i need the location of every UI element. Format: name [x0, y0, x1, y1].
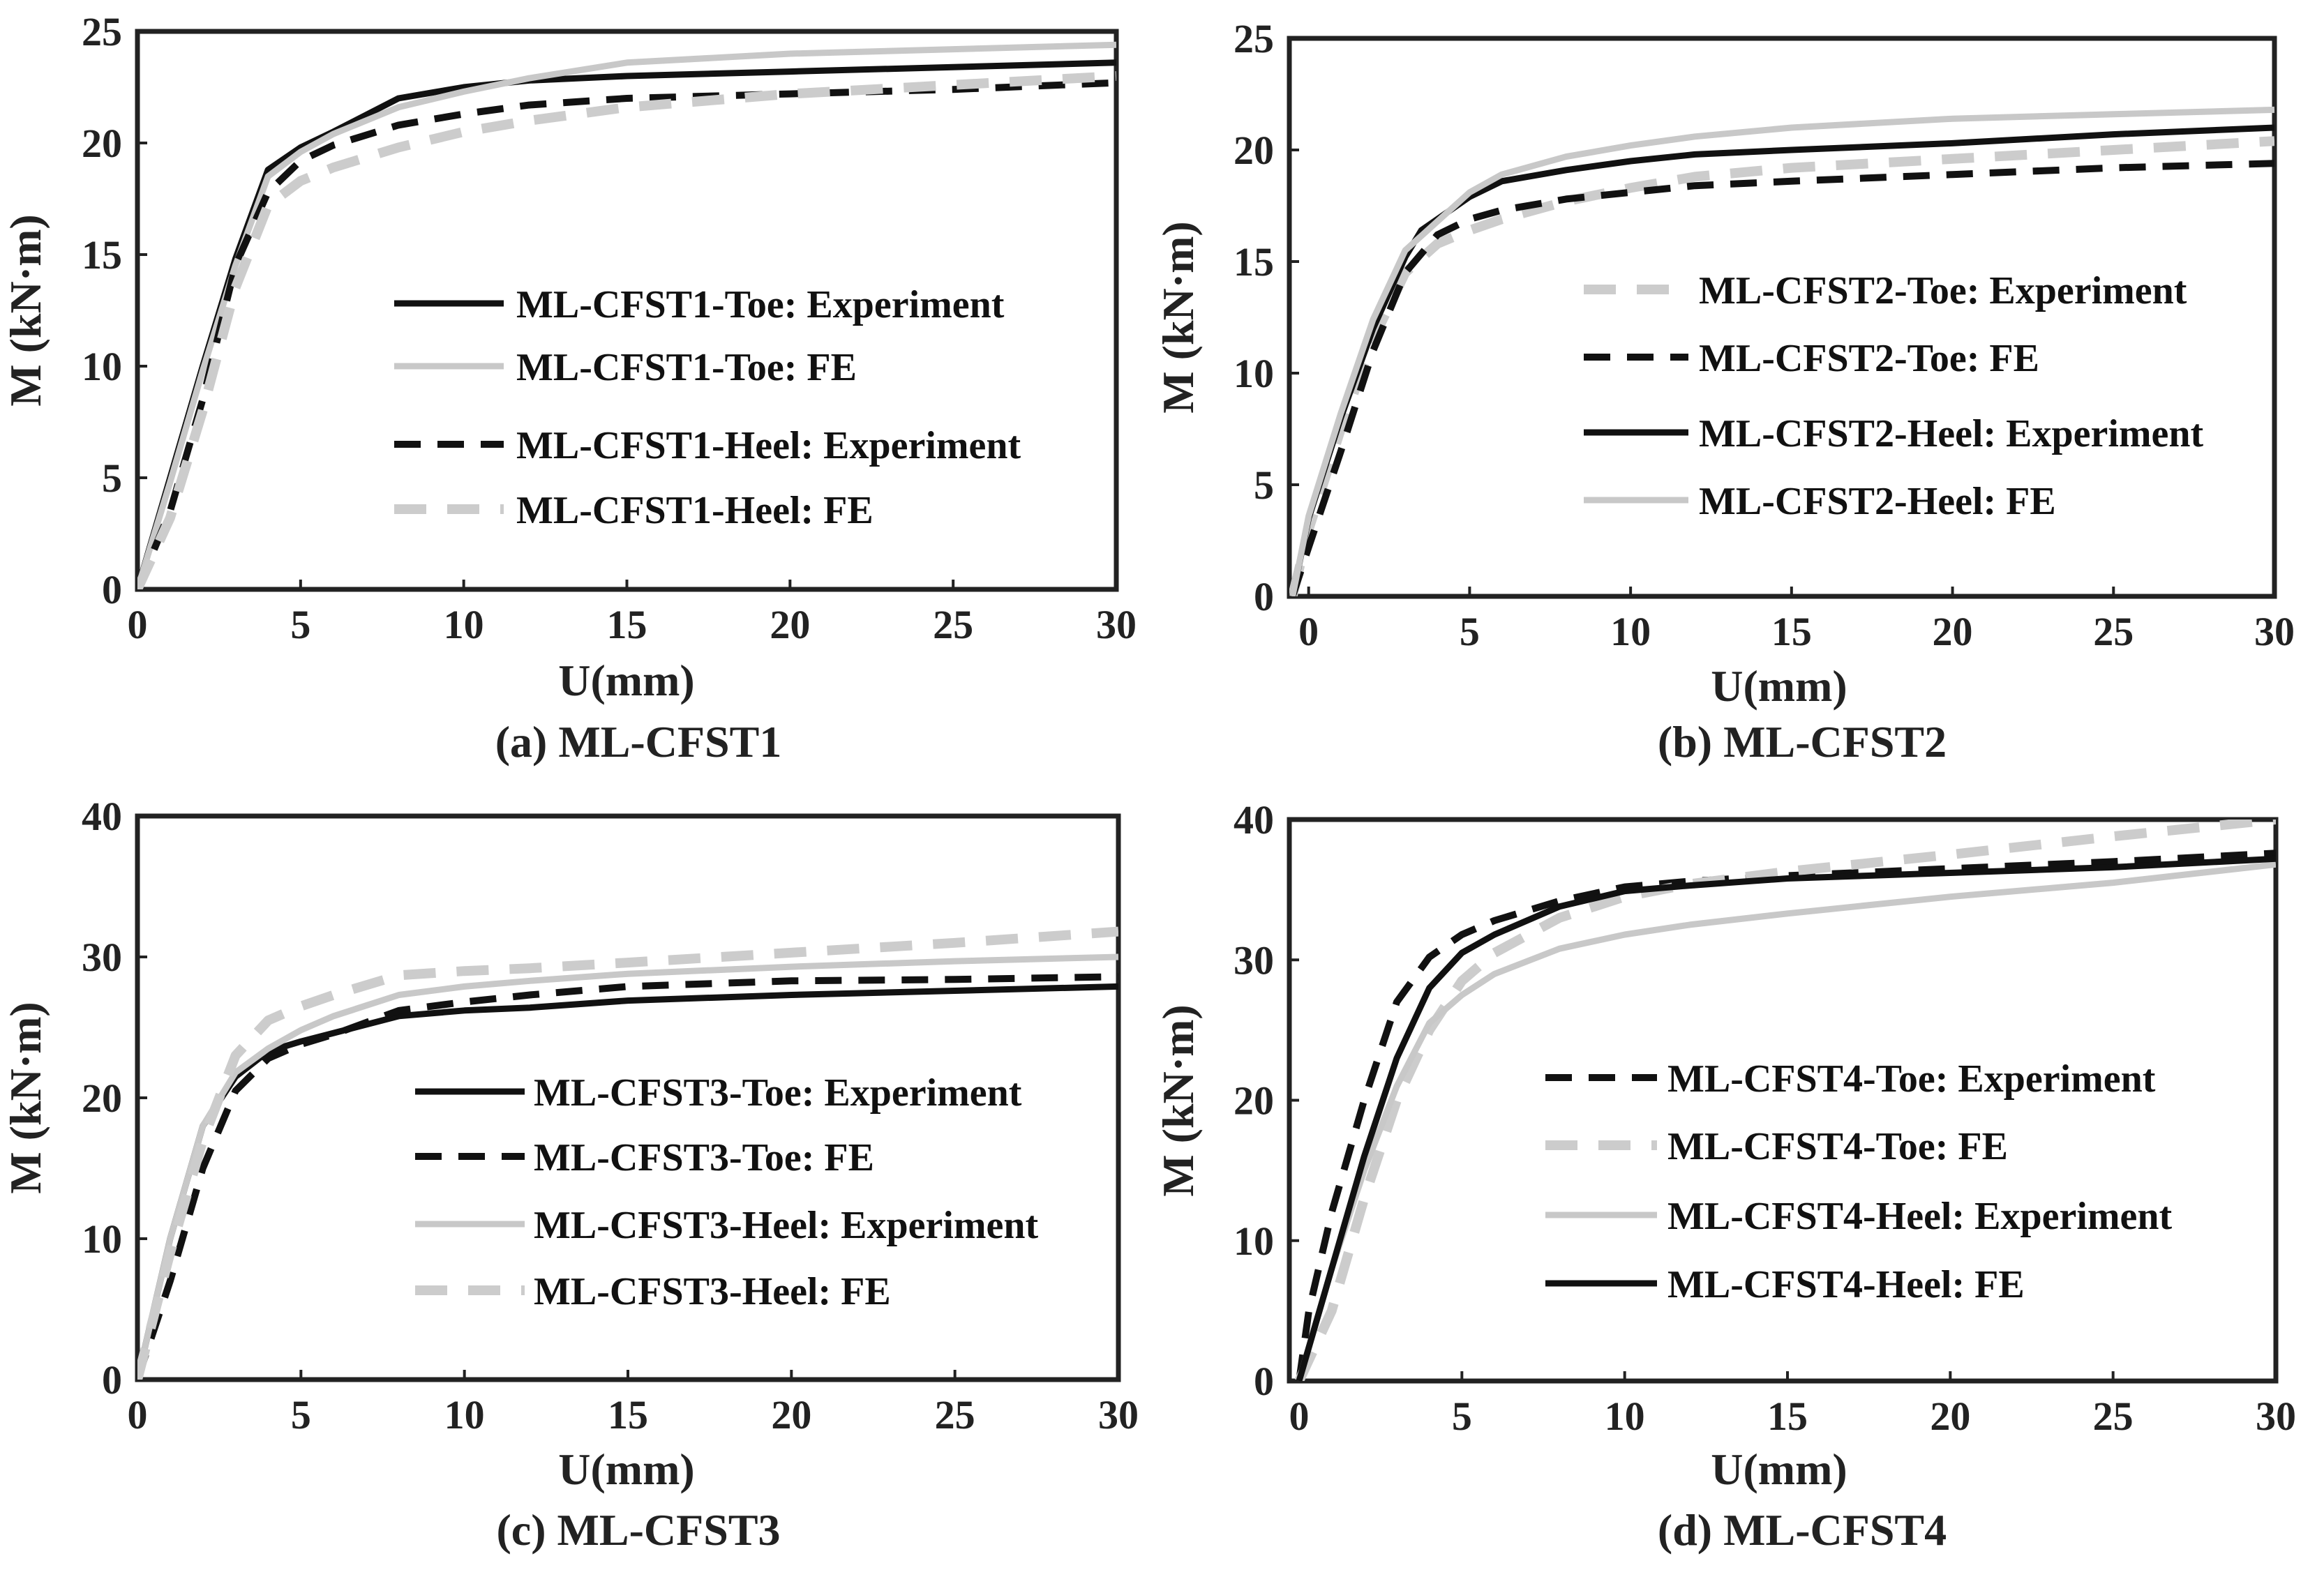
y-tick-label: 5 — [1254, 462, 1274, 508]
y-axis-label: M (kN·m) — [1, 1002, 50, 1194]
legend-label-2: ML-CFST4-Toe: FE — [1667, 1125, 2008, 1168]
y-tick-label: 40 — [82, 794, 122, 839]
y-tick-label: 15 — [1234, 239, 1274, 285]
x-axis-label: U(mm) — [558, 656, 694, 705]
series-line-3 — [1296, 861, 2276, 1381]
x-tick-label: 10 — [1605, 1394, 1645, 1439]
y-tick-label: 20 — [1234, 1078, 1274, 1124]
x-tick-label: 10 — [1610, 609, 1651, 654]
x-tick-label: 15 — [608, 1392, 648, 1437]
series-line-2 — [1294, 820, 2276, 1381]
x-tick-label: 15 — [1771, 609, 1812, 654]
x-tick-label: 30 — [2254, 609, 2295, 654]
x-tick-label: 10 — [444, 1392, 485, 1437]
x-tick-label: 20 — [1930, 1394, 1970, 1439]
x-tick-label: 20 — [770, 602, 810, 647]
y-tick-label: 0 — [102, 567, 122, 612]
chart-panel-1: 0 5 10 15 20 25 30 0 5 10 15 20 25 ML-CFST1-Toe: Expe… — [1, 9, 1137, 767]
x-tick-label: 25 — [2093, 609, 2134, 654]
y-tick-label: 10 — [1234, 1218, 1274, 1264]
y-tick-label: 5 — [102, 455, 122, 501]
y-tick-label: 10 — [82, 1216, 122, 1262]
y-tick-label: 0 — [1254, 574, 1274, 619]
y-tick-label: 30 — [1234, 937, 1274, 983]
x-tick-label: 15 — [1767, 1394, 1808, 1439]
x-tick-label: 10 — [444, 602, 484, 647]
legend-label-4: ML-CFST2-Heel: FE — [1699, 480, 2056, 523]
x-tick-label: 30 — [1098, 1392, 1139, 1437]
legend-label-4: ML-CFST4-Heel: FE — [1667, 1263, 2025, 1306]
legend-label-2: ML-CFST3-Toe: FE — [534, 1136, 874, 1179]
legend-label-3: ML-CFST2-Heel: Experiment — [1699, 412, 2204, 455]
series-line-4 — [1296, 855, 2276, 1381]
x-tick-label: 20 — [771, 1392, 811, 1437]
x-tick-label: 0 — [1298, 609, 1319, 654]
x-axis-label: U(mm) — [1711, 1444, 1847, 1494]
x-tick-label: 30 — [1096, 602, 1137, 647]
legend-label-1: ML-CFST3-Toe: Experiment — [534, 1071, 1022, 1115]
plot-frame — [135, 29, 1119, 592]
y-tick-label: 25 — [1234, 16, 1274, 61]
x-tick-label: 15 — [607, 602, 647, 647]
y-tick-label: 0 — [1254, 1359, 1274, 1404]
series-line-1 — [1289, 136, 2274, 596]
series-line-4 — [1289, 106, 2274, 596]
legend-label-2: ML-CFST2-Toe: FE — [1699, 337, 2039, 380]
x-axis-label: U(mm) — [1711, 661, 1847, 711]
series-line-4 — [137, 926, 1118, 1380]
y-axis-label: M (kN·m) — [1153, 1004, 1203, 1197]
x-tick-label: 30 — [2256, 1394, 2296, 1439]
chart-panels: 0 5 10 15 20 25 30 0 5 10 15 20 25 ML-CFST1-Toe: Expe… — [1, 9, 2296, 1555]
x-tick-label: 5 — [291, 1392, 311, 1437]
series-line-2 — [137, 973, 1118, 1380]
x-tick-label: 25 — [933, 602, 973, 647]
legend-label-1: ML-CFST1-Toe: Experiment — [516, 283, 1005, 326]
x-tick-label: 25 — [935, 1392, 975, 1437]
y-tick-label: 20 — [1234, 128, 1274, 173]
series-line-1 — [1296, 850, 2276, 1381]
series-line-4 — [137, 71, 1116, 589]
x-tick-label: 5 — [1460, 609, 1480, 654]
y-tick-label: 25 — [82, 9, 122, 54]
y-tick-label: 30 — [82, 935, 122, 980]
x-tick-label: 0 — [128, 602, 148, 647]
chart-caption: (a) ML-CFST1 — [495, 717, 782, 767]
legend-label-4: ML-CFST3-Heel: FE — [534, 1270, 891, 1313]
legend-label-1: ML-CFST4-Toe: Experiment — [1667, 1057, 2156, 1101]
x-axis-label: U(mm) — [558, 1444, 694, 1494]
y-tick-label: 0 — [102, 1357, 122, 1403]
chart-caption: (b) ML-CFST2 — [1658, 717, 1947, 767]
y-tick-label: 40 — [1234, 797, 1274, 843]
y-tick-label: 20 — [82, 1075, 122, 1121]
chart-panel-4: 0 5 10 15 20 25 30 0 10 20 30 40 ML-CFST4-Toe: Exper… — [1153, 797, 2296, 1555]
chart-panel-3: 0 5 10 15 20 25 30 0 10 20 30 40 ML-CFST3-Toe: Exper… — [1, 794, 1139, 1555]
series-line-2 — [137, 41, 1116, 589]
y-tick-label: 10 — [82, 344, 122, 389]
x-tick-label: 25 — [2093, 1394, 2134, 1439]
plot-frame — [135, 813, 1121, 1382]
legend-label-3: ML-CFST1-Heel: Experiment — [516, 424, 1021, 467]
y-axis-label: M (kN·m) — [1153, 221, 1203, 414]
legend-label-1: ML-CFST2-Toe: Experiment — [1699, 269, 2187, 312]
legend-label-3: ML-CFST3-Heel: Experiment — [534, 1204, 1039, 1247]
x-tick-label: 5 — [290, 602, 310, 647]
x-tick-label: 0 — [1289, 1394, 1310, 1439]
legend-label-4: ML-CFST1-Heel: FE — [516, 489, 874, 532]
legend-label-3: ML-CFST4-Heel: Experiment — [1667, 1195, 2173, 1238]
chart-caption: (d) ML-CFST4 — [1658, 1505, 1947, 1555]
legend-label-2: ML-CFST1-Toe: FE — [516, 346, 857, 389]
x-tick-label: 5 — [1452, 1394, 1472, 1439]
chart-panel-2: 0 5 10 15 20 25 30 0 5 10 15 20 25 ML-CFST2-Toe: Expe… — [1153, 16, 2295, 767]
y-tick-label: 20 — [82, 121, 122, 166]
series-line-2 — [1289, 160, 2274, 596]
x-tick-label: 0 — [128, 1392, 148, 1437]
y-tick-label: 10 — [1234, 351, 1274, 396]
y-tick-label: 15 — [82, 232, 122, 278]
y-axis-label: M (kN·m) — [1, 214, 50, 407]
x-tick-label: 20 — [1933, 609, 1973, 654]
chart-caption: (c) ML-CFST3 — [496, 1505, 780, 1555]
